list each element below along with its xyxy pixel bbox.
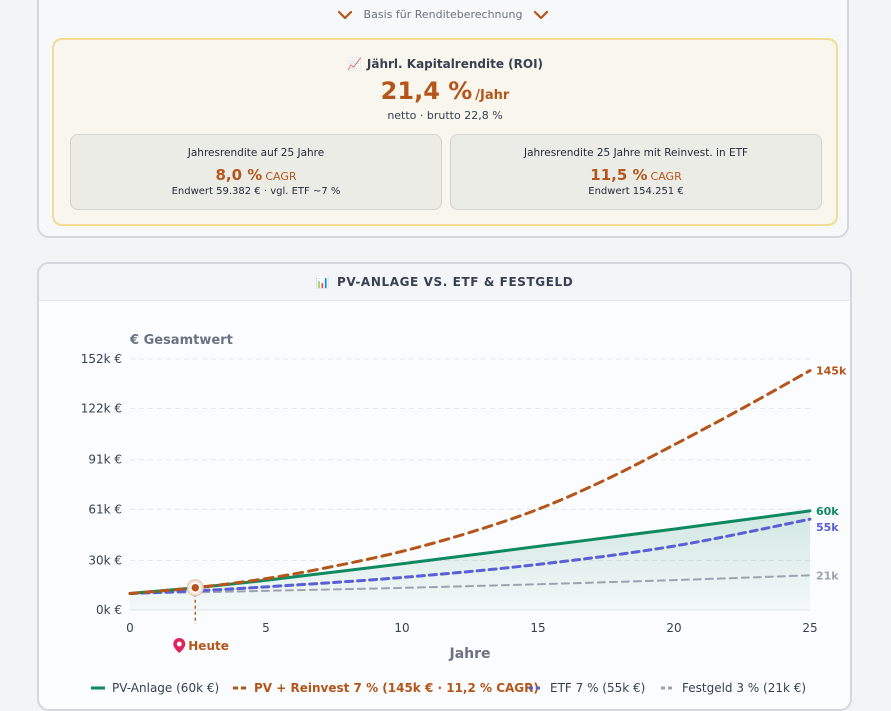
roi-card: Basis für Renditeberechnung 📈 Jährl. Kapi…	[37, 0, 849, 238]
pin-icon-dot	[176, 641, 182, 647]
y-tick-label: 30k €	[88, 553, 122, 567]
roi-subtext: netto · brutto 22,8 %	[387, 109, 503, 122]
series-line	[128, 369, 812, 595]
chart-card-title: PV-ANLAGE VS. ETF & FESTGELD	[336, 275, 574, 289]
chart-card-header: 📊 PV-ANLAGE VS. ETF & FESTGELD	[39, 264, 850, 301]
series-line	[129, 574, 811, 595]
basis-label: Basis für Renditeberechnung	[363, 8, 523, 21]
marker-dot	[190, 582, 201, 593]
return-25y-value: 8,0 %	[215, 166, 263, 184]
roi-unit: /Jahr	[475, 88, 510, 103]
bar-chart-icon: 📊	[315, 275, 330, 289]
series-end-label: 55k	[816, 521, 839, 534]
marker-label: Heute	[188, 639, 229, 653]
return-reinvest-box: Jahresrendite 25 Jahre mit Reinvest. in …	[450, 134, 822, 210]
return-25y-value-row: 8,0 % CAGR	[71, 165, 441, 184]
comparison-chart-card: 📊 PV-ANLAGE VS. ETF & FESTGELD € Gesamtwe…	[37, 262, 852, 711]
x-tick-label: 15	[530, 621, 545, 635]
y-tick-label: 91k €	[88, 453, 122, 467]
y-tick-label: 122k €	[81, 402, 122, 416]
y-tick-label: 0k €	[96, 603, 122, 617]
return-reinvest-endwert: Endwert 154.251 €	[588, 186, 684, 197]
roi-title: Jährl. Kapitalrendite (ROI)	[366, 57, 544, 71]
roi-value-row: 21,4 %/Jahr	[54, 77, 836, 105]
chevron-down-icon[interactable]	[337, 10, 352, 20]
roi-highlight-box: 📈 Jährl. Kapitalrendite (ROI) 21,4 %/Jahr…	[52, 38, 838, 226]
legend-label: Festgeld 3 % (21k €)	[682, 681, 806, 695]
x-tick-label: 5	[262, 621, 270, 635]
x-tick-label: 25	[802, 621, 817, 635]
x-tick-label: 0	[126, 621, 134, 635]
chevron-down-icon[interactable]	[534, 10, 549, 20]
pin-icon	[173, 638, 186, 653]
x-tick-label: 20	[666, 621, 681, 635]
return-25y-endwert: Endwert 59.382 € · vgl. ETF ~7 %	[171, 186, 341, 197]
y-axis-label: € Gesamtwert	[129, 333, 233, 348]
chart-increasing-icon: 📈	[346, 57, 362, 71]
y-tick-label: 152k €	[81, 352, 122, 366]
return-reinvest-value: 11,5 %	[590, 166, 648, 184]
series-end-label: 21k	[816, 569, 839, 582]
series-end-label: 145k	[816, 365, 847, 378]
return-reinvest-unit: CAGR	[650, 170, 682, 183]
basis-toggle[interactable]: Basis für Renditeberechnung	[39, 8, 847, 21]
legend-label: PV-Anlage (60k €)	[112, 681, 219, 695]
legend-label: ETF 7 % (55k €)	[550, 681, 645, 695]
return-reinvest-title: Jahresrendite 25 Jahre mit Reinvest. in …	[523, 147, 749, 159]
return-25y-box: Jahresrendite auf 25 Jahre 8,0 % CAGR End…	[70, 134, 442, 210]
return-25y-unit: CAGR	[265, 170, 297, 183]
return-reinvest-value-row: 11,5 % CAGR	[451, 165, 821, 184]
y-tick-label: 61k €	[88, 502, 122, 516]
x-tick-label: 10	[394, 621, 409, 635]
series-end-label: 60k	[816, 505, 839, 518]
legend-label: PV + Reinvest 7 % (145k € · 11,2 % CAGR)	[254, 681, 539, 695]
return-25y-title: Jahresrendite auf 25 Jahre	[187, 147, 325, 159]
roi-heading: 📈 Jährl. Kapitalrendite (ROI)	[54, 57, 836, 71]
x-axis-label: Jahre	[448, 646, 490, 662]
roi-value: 21,4 %	[380, 77, 473, 105]
